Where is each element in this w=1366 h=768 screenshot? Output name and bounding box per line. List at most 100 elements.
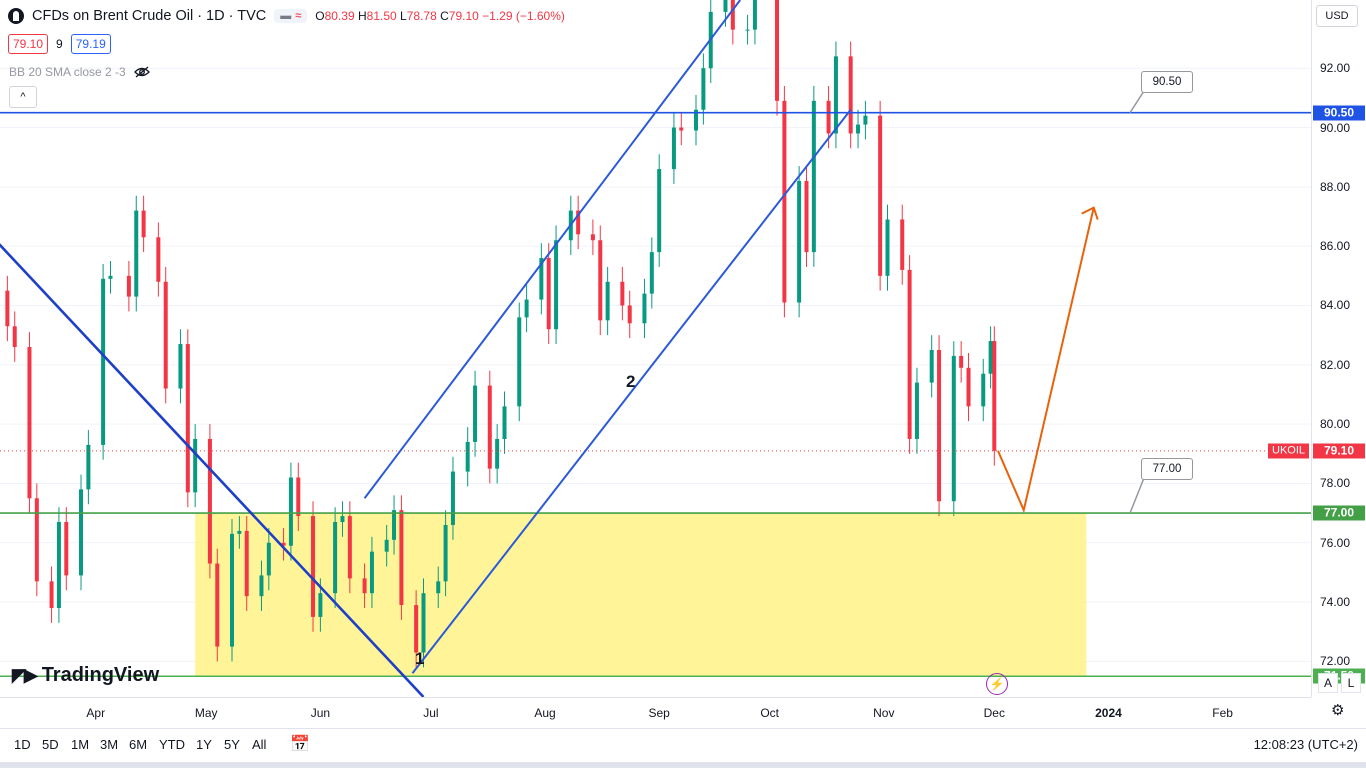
open-value: 80.39 xyxy=(324,9,355,23)
candle-body xyxy=(259,575,264,597)
candle-body xyxy=(745,29,750,31)
candle-body xyxy=(900,219,905,270)
candle-body xyxy=(311,516,316,617)
time-axis[interactable] xyxy=(0,697,1311,726)
candle-body xyxy=(701,68,706,110)
delay-icon: ≈ xyxy=(295,10,302,22)
price-tick: 76.00 xyxy=(1320,535,1351,550)
candle-body xyxy=(649,252,654,294)
candle-body xyxy=(163,281,168,389)
candle-body xyxy=(671,127,676,170)
candle-body xyxy=(414,605,419,653)
clock[interactable]: 12:08:23 (UTC+2) xyxy=(1253,737,1358,752)
candle-body xyxy=(5,290,10,327)
price-tick: 86.00 xyxy=(1320,239,1351,254)
candle-body xyxy=(421,593,426,653)
candle-body xyxy=(863,115,868,125)
range-button-all[interactable]: All xyxy=(252,737,267,752)
candle-body xyxy=(937,349,942,502)
callout-90-50[interactable]: 90.50 xyxy=(1141,71,1193,93)
candle-body xyxy=(281,542,286,546)
candle-body xyxy=(627,305,632,324)
indicator-legend[interactable]: BB 20 SMA close 2 -3 xyxy=(9,65,150,79)
candle-body xyxy=(333,522,338,594)
candle-body xyxy=(495,438,500,469)
candle-body xyxy=(12,326,17,348)
time-tick-dec: Dec xyxy=(983,706,1005,720)
calendar-icon[interactable]: 📅 xyxy=(290,736,310,753)
candle-body xyxy=(848,56,853,134)
time-tick-aug: Aug xyxy=(534,706,556,720)
candle-body xyxy=(487,385,492,469)
bid-ask-row: 79.10 9 79.19 xyxy=(8,34,111,54)
price-chart[interactable] xyxy=(0,0,1311,697)
sell-price-button[interactable]: 79.10 xyxy=(8,34,49,54)
callout-connector-lower xyxy=(1129,477,1145,514)
trendline-1 xyxy=(0,243,425,697)
candle-body xyxy=(347,516,352,579)
range-button-1y[interactable]: 1Y xyxy=(196,737,212,752)
range-button-6m[interactable]: 6M xyxy=(129,737,148,752)
range-button-3m[interactable]: 3M xyxy=(100,737,119,752)
range-button-1d[interactable]: 1D xyxy=(14,737,31,752)
candle-body xyxy=(590,234,595,241)
candle-body xyxy=(730,0,735,30)
candle-body xyxy=(524,299,529,318)
time-tick-feb: Feb xyxy=(1212,706,1233,720)
settings-gear-icon[interactable]: ⚙ xyxy=(1331,702,1345,719)
candle-body xyxy=(369,551,374,594)
candle-body xyxy=(576,210,581,235)
candle-body xyxy=(502,406,507,439)
projection-arrowhead xyxy=(1081,206,1099,220)
candle-body xyxy=(752,0,757,30)
candle-body xyxy=(79,489,84,576)
price-tick: 90.00 xyxy=(1320,120,1351,135)
range-button-ytd[interactable]: YTD xyxy=(159,737,185,752)
price-tick: 74.00 xyxy=(1320,595,1351,610)
candle-body xyxy=(775,0,780,101)
auto-scale-button[interactable]: A xyxy=(1318,673,1338,693)
candle-body xyxy=(620,281,625,306)
symbol-status-pill[interactable]: ▬ ≈ xyxy=(274,9,308,23)
time-tick-jun: Jun xyxy=(310,706,331,720)
yellow-support-zone xyxy=(195,513,1087,677)
price-tick: 80.00 xyxy=(1320,417,1351,432)
brent-symbol-icon xyxy=(8,8,24,24)
candle-body xyxy=(782,100,787,303)
candle-body xyxy=(605,281,610,321)
bottom-toolbar xyxy=(0,728,1366,763)
candle-body xyxy=(465,441,470,472)
range-button-5d[interactable]: 5D xyxy=(42,737,59,752)
candle-body xyxy=(237,530,242,534)
candle-body xyxy=(914,382,919,439)
callout-77-00[interactable]: 77.00 xyxy=(1141,458,1193,480)
price-tick: 92.00 xyxy=(1320,61,1351,76)
event-bolt-icon[interactable]: ⚡ xyxy=(986,673,1008,695)
time-tick-2024: 2024 xyxy=(1095,706,1122,720)
candle-body xyxy=(141,210,146,238)
candle-body xyxy=(517,317,522,407)
price-tag-79.10: 79.10 xyxy=(1313,443,1365,459)
trendline-3 xyxy=(411,109,852,674)
candle-body xyxy=(27,347,32,499)
candle-body xyxy=(804,180,809,253)
symbol-title[interactable]: CFDs on Brent Crude Oil · 1D · TVC xyxy=(32,8,267,24)
candle-body xyxy=(539,258,544,300)
candle-body xyxy=(473,385,478,442)
ohlc-values: O80.39 H81.50 L78.78 C79.10 −1.29 (−1.60… xyxy=(315,9,565,23)
range-button-1m[interactable]: 1M xyxy=(71,737,90,752)
candle-body xyxy=(450,471,455,525)
candle-body xyxy=(642,293,647,324)
collapse-legend-button[interactable]: ^ xyxy=(9,86,37,108)
range-button-5y[interactable]: 5Y xyxy=(224,737,240,752)
price-tag-90.50: 90.50 xyxy=(1313,105,1365,121)
currency-button[interactable]: USD xyxy=(1316,5,1358,27)
hidden-eye-icon[interactable] xyxy=(133,66,150,78)
tradingview-logo: ◤▶ TradingView xyxy=(12,664,159,687)
log-scale-button[interactable]: L xyxy=(1341,673,1361,693)
candle-body xyxy=(266,542,271,576)
time-tick-may: May xyxy=(194,706,218,720)
buy-price-button[interactable]: 79.19 xyxy=(70,34,111,54)
candle-body xyxy=(362,578,367,594)
logo-text: TradingView xyxy=(41,664,160,686)
